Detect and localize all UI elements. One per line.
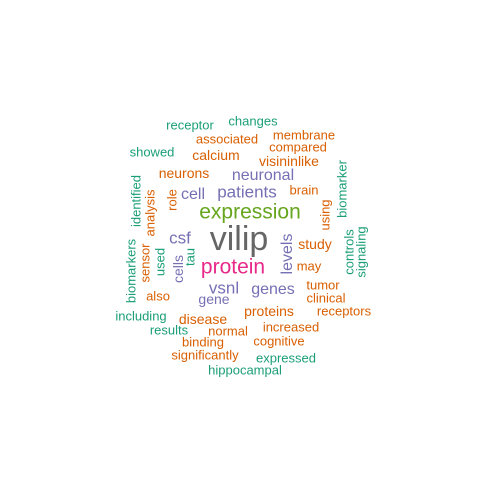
word-cell: cell [180,186,206,203]
word-expressed: expressed [256,350,316,366]
word-brain: brain [289,182,319,198]
word-used: used [152,247,168,277]
word-analysis: analysis [142,189,158,237]
word-significantly: significantly [171,347,239,363]
word-genes: genes [251,281,295,298]
word-sensor: sensor [137,243,153,283]
word-patients: patients [217,182,277,202]
word-calcium: calcium [192,147,240,163]
word-proteins: proteins [244,303,294,319]
word-levels: levels [279,233,296,275]
word-protein: protein [200,255,266,279]
word-hippocampal: hippocampal [208,362,282,378]
word-biomarker: biomarker [334,160,350,218]
word-disease: disease [178,311,228,327]
word-membrane: membrane [272,127,336,143]
word-identified: identified [128,174,144,228]
word-may: may [296,258,322,274]
word-results: results [149,322,189,338]
word-compared: compared [269,139,327,155]
word-neurons: neurons [158,165,210,181]
word-including: including [115,308,167,324]
word-study: study [298,236,332,252]
word-receptors: receptors [316,303,372,319]
word-cognitive: cognitive [253,333,305,349]
word-neuronal: neuronal [231,167,295,184]
word-tumor: tumor [306,277,340,293]
word-expression: expression [199,200,301,224]
word-showed: showed [129,144,175,160]
word-role: role [164,189,180,211]
word-visininlike: visininlike [259,153,319,169]
word-associated: associated [195,131,259,147]
word-csf: csf [169,228,191,248]
word-vilip: vilip [209,220,269,258]
word-increased: increased [262,319,320,335]
word-changes: changes [228,113,278,129]
word-clinical: clinical [306,290,346,306]
word-vsnl: vsnl [208,278,240,298]
word-normal: normal [208,323,248,339]
word-also: also [146,288,170,304]
word-binding: binding [182,334,224,350]
word-gene: gene [198,291,230,307]
word-tau: tau [182,247,198,267]
word-biomarkers: biomarkers [123,238,139,304]
word-using: using [317,199,333,231]
word-receptor: receptor [166,117,214,133]
word-signaling: signaling [353,226,369,278]
